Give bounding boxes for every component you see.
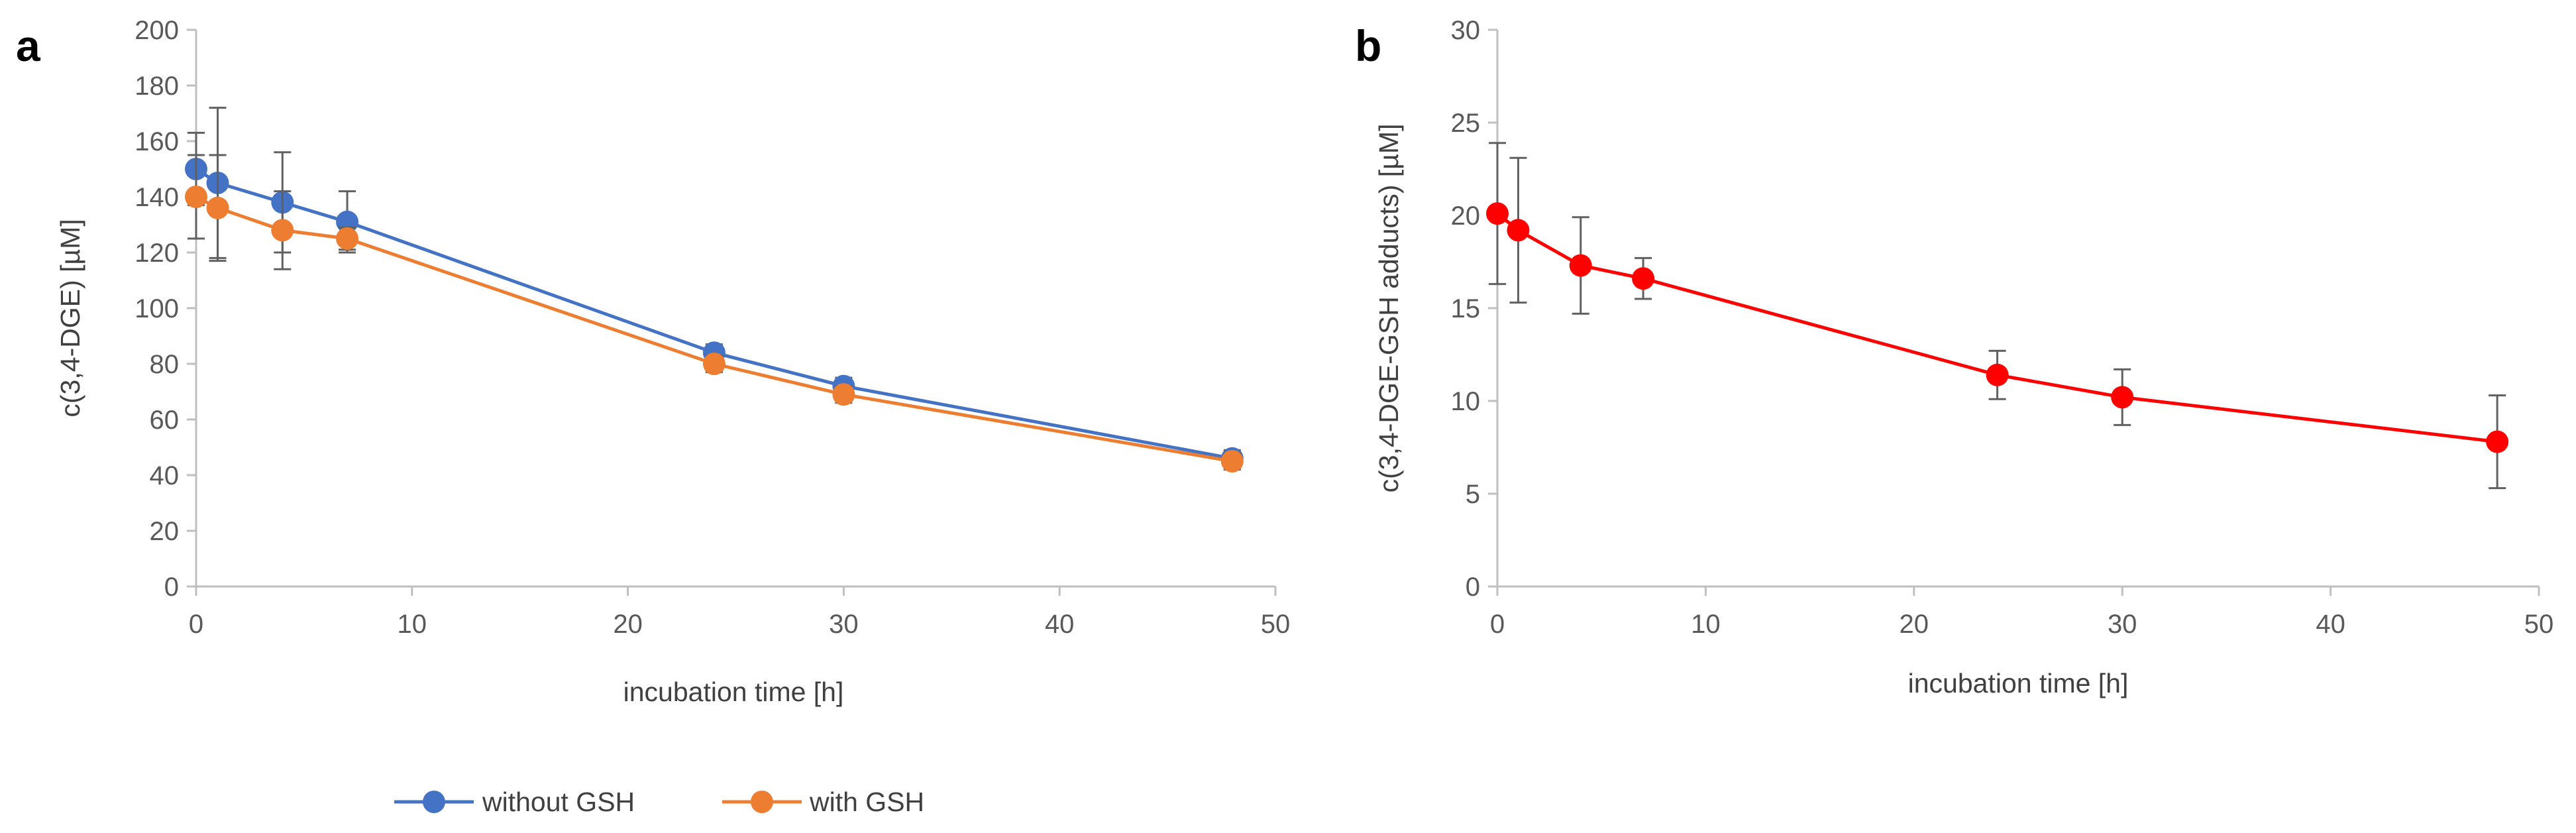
legend-item-with-gsh[interactable]: with GSH — [722, 787, 924, 817]
x-tick-label: 20 — [613, 610, 643, 639]
y-tick-label: 180 — [134, 72, 179, 101]
x-tick-label: 20 — [1900, 610, 1929, 639]
panel-a-x-tick-labels: 0 10 20 30 40 50 — [189, 610, 1290, 639]
y-tick-label: 20 — [150, 517, 180, 546]
y-tick-label: 200 — [134, 16, 179, 45]
x-tick-label: 30 — [2108, 610, 2137, 639]
y-tick-label: 100 — [134, 294, 179, 323]
legend: without GSH with GSH — [394, 787, 924, 817]
y-tick-label: 40 — [150, 461, 180, 490]
x-tick-label: 30 — [829, 610, 859, 639]
panel-a-x-axis-title: incubation time [h] — [623, 677, 844, 707]
y-tick-label: 120 — [134, 239, 179, 268]
y-tick-label: 15 — [1451, 294, 1481, 323]
x-tick-label: 10 — [398, 610, 427, 639]
panel-b-x-tick-labels: 0 10 20 30 40 50 — [1490, 610, 2553, 639]
legend-label-with-gsh: with GSH — [809, 787, 924, 817]
y-tick-label: 0 — [1466, 573, 1480, 602]
data-point[interactable] — [1220, 450, 1244, 472]
data-point[interactable] — [832, 383, 855, 406]
data-point[interactable] — [1486, 202, 1509, 225]
legend-item-without-gsh[interactable]: without GSH — [394, 787, 635, 817]
x-tick-label: 0 — [189, 610, 203, 639]
data-point[interactable] — [206, 196, 229, 219]
data-point[interactable] — [2111, 386, 2134, 409]
y-tick-label: 80 — [150, 350, 180, 379]
data-point[interactable] — [1569, 254, 1592, 277]
panel-a-data-marks — [185, 107, 1244, 472]
y-tick-label: 160 — [134, 127, 179, 156]
y-tick-label: 20 — [1451, 201, 1481, 231]
data-point[interactable] — [1632, 267, 1655, 290]
panel-b-y-axis-title: c(3,4-DGE-GSH adducts) [µM] — [1373, 124, 1404, 493]
x-tick-label: 40 — [2316, 610, 2345, 639]
panel-b-x-axis-title: incubation time [h] — [1908, 668, 2129, 698]
y-tick-label: 0 — [164, 573, 179, 602]
y-tick-label: 10 — [1451, 387, 1481, 416]
panel-a-y-tick-labels: 0 20 40 60 80 100 120 140 160 180 200 — [134, 16, 179, 602]
x-tick-label: 0 — [1490, 610, 1505, 639]
x-tick-label: 40 — [1045, 610, 1075, 639]
y-tick-label: 25 — [1451, 109, 1481, 138]
chart-panel-a: a 0 20 40 60 80 100 120 140 160 180 200 0 10 20 30 40 5… — [16, 16, 1290, 707]
panel-a-letter: a — [16, 21, 41, 70]
panel-b-letter: b — [1355, 21, 1381, 70]
panel-b-data-marks — [1486, 142, 2509, 490]
legend-swatch-marker-with-gsh — [751, 791, 773, 813]
x-tick-label: 50 — [1261, 610, 1291, 639]
panel-b-y-tick-labels: 0 5 10 15 20 25 30 — [1451, 16, 1481, 602]
legend-swatch-marker-without-gsh — [423, 791, 445, 813]
panel-b-axes — [1488, 28, 2540, 596]
data-point[interactable] — [1507, 219, 1530, 242]
panel-a-y-axis-title: c(3,4-DGE) [µM] — [55, 219, 85, 417]
series-2 — [185, 154, 1244, 472]
data-point[interactable] — [702, 353, 725, 375]
x-tick-label: 10 — [1691, 610, 1721, 639]
y-tick-label: 60 — [150, 406, 180, 435]
data-point[interactable] — [2486, 430, 2509, 453]
chart-panel-b: b 0 5 10 15 20 25 30 0 10 20 30 40 50 incubation ti… — [1355, 16, 2553, 698]
data-point[interactable] — [185, 186, 207, 208]
y-tick-label: 5 — [1466, 480, 1480, 509]
data-point[interactable] — [1986, 363, 2009, 386]
y-tick-label: 140 — [134, 183, 179, 212]
series-1 — [1486, 142, 2509, 490]
data-point[interactable] — [271, 219, 294, 242]
legend-label-without-gsh: without GSH — [482, 787, 635, 817]
data-point[interactable] — [336, 227, 359, 250]
y-tick-label: 30 — [1451, 16, 1481, 45]
x-tick-label: 50 — [2524, 610, 2554, 639]
